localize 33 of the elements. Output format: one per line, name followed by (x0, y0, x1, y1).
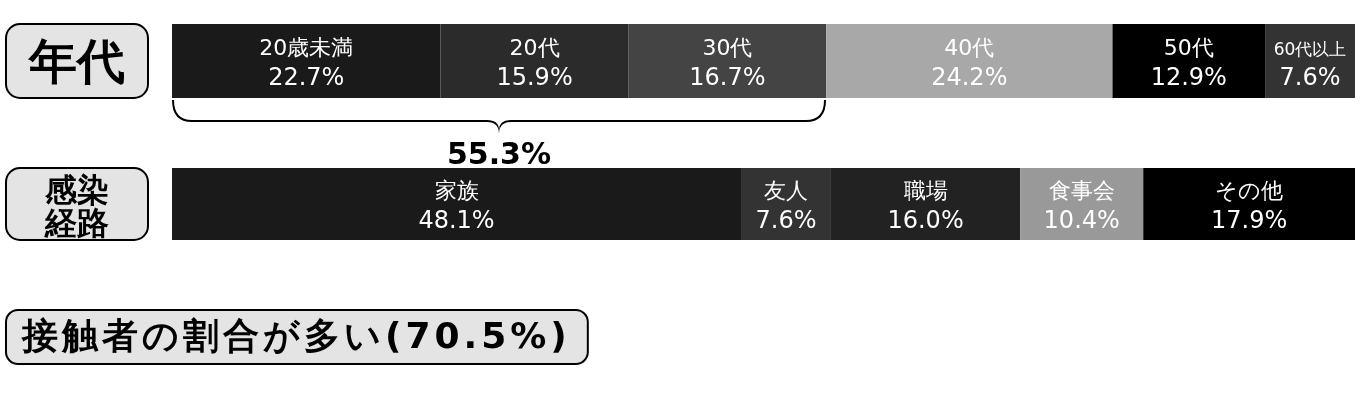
bar (440, 24, 629, 98)
series-label: 家族 (434, 178, 479, 203)
y-tick-label: 年代 (27, 33, 125, 89)
bar (830, 168, 1021, 240)
series-label: 20代 (509, 35, 560, 60)
data-label: 12.9% (1150, 63, 1227, 91)
data-label: 16.0% (887, 206, 964, 234)
bar (628, 24, 827, 98)
data-label: 24.2% (931, 63, 1008, 91)
data-label: 10.4% (1043, 206, 1120, 234)
series-label: 50代 (1163, 35, 1214, 60)
data-label: 15.9% (496, 63, 573, 91)
series-label: 30代 (702, 35, 753, 60)
series-label: 20歳未満 (259, 35, 354, 60)
bar (1112, 24, 1266, 98)
data-label: 17.9% (1211, 206, 1288, 234)
y-tick-label: 感染経路 (44, 171, 109, 242)
bar (172, 168, 742, 240)
data-label: 22.7% (268, 63, 345, 91)
series-label: 友人 (763, 178, 808, 203)
series-label: 60代以上 (1273, 39, 1347, 59)
data-label: 16.7% (689, 63, 766, 91)
series-label: その他 (1215, 178, 1284, 203)
data-label: 48.1% (418, 206, 495, 234)
annotation: 55.3% (446, 136, 552, 171)
text: 接触者の割合が多い(70.5%) (21, 315, 571, 356)
series-label: 職場 (903, 178, 948, 203)
series-label: 食事会 (1048, 178, 1115, 203)
series-label: 40代 (944, 35, 995, 60)
bar (1143, 168, 1355, 240)
data-label: 7.6% (755, 206, 817, 234)
data-label: 7.6% (1279, 63, 1341, 91)
bar (826, 24, 1113, 98)
